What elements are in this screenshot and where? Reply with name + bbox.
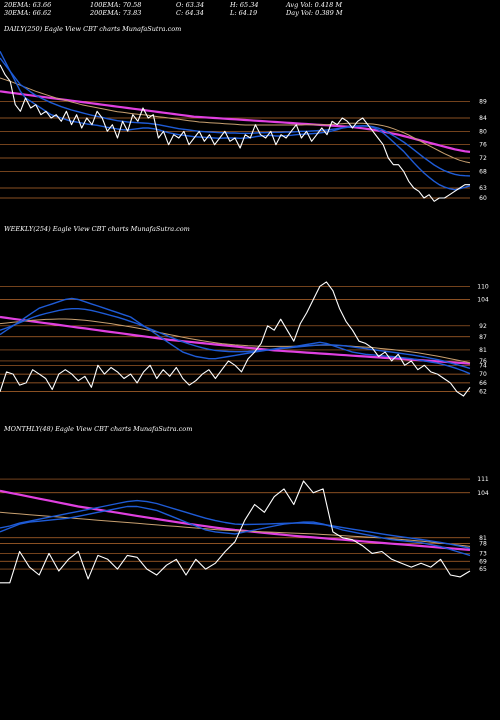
y-tick-label: 66 bbox=[479, 380, 487, 387]
price-line bbox=[0, 64, 470, 202]
monthly-panel-title: MONTHLY(48) Eagle View CBT charts Munafa… bbox=[4, 425, 193, 433]
price-line bbox=[0, 281, 471, 397]
y-tick-label: 110 bbox=[477, 283, 489, 290]
y-tick-label: 92 bbox=[479, 323, 487, 330]
daily-chart: 89 84 80 76 72 68 63 60 bbox=[0, 50, 487, 202]
y-tick-label: 74 bbox=[479, 362, 487, 369]
y-tick-label: 87 bbox=[479, 334, 487, 341]
y-tick-label: 111 bbox=[477, 476, 489, 483]
header-col-3: O: 63.34 C: 64.34 bbox=[176, 1, 204, 17]
y-tick-label: 63 bbox=[479, 185, 487, 192]
ema-mid-line bbox=[0, 511, 471, 547]
ema-long-line bbox=[0, 90, 471, 153]
low-label: L: 64.19 bbox=[230, 9, 258, 17]
y-tick-label: 78 bbox=[479, 541, 487, 548]
weekly-panel-title: WEEKLY(254) Eagle View CBT charts Munafa… bbox=[4, 225, 190, 233]
y-tick-label: 89 bbox=[479, 98, 487, 105]
y-tick-label: 69 bbox=[479, 558, 487, 565]
header-col-1: 20EMA: 63.66 30EMA: 66.62 bbox=[4, 1, 51, 17]
y-tick-label: 60 bbox=[479, 195, 487, 202]
ema-mid-line bbox=[0, 318, 471, 364]
avg-vol-label: Avg Vol: 0.418 M bbox=[286, 1, 343, 9]
ema-short-line bbox=[0, 297, 471, 375]
header-col-5: Avg Vol: 0.418 M Day Vol: 0.389 M bbox=[286, 1, 343, 17]
ema30-label: 30EMA: 66.62 bbox=[4, 9, 52, 17]
ema-short-line bbox=[0, 50, 471, 191]
close-label: C: 64.34 bbox=[176, 9, 204, 17]
ema200-label: 200EMA: 73.83 bbox=[90, 9, 142, 17]
day-vol-label: Day Vol: 0.389 M bbox=[286, 9, 343, 17]
y-tick-label: 76 bbox=[479, 142, 487, 149]
y-tick-label: 81 bbox=[479, 347, 487, 354]
y-tick-label: 65 bbox=[479, 566, 487, 573]
y-tick-label: 72 bbox=[479, 155, 487, 162]
y-tick-label: 80 bbox=[479, 128, 487, 135]
ema-long-line bbox=[0, 315, 471, 365]
ema-short-line bbox=[0, 57, 471, 177]
ema100-label: 100EMA: 70.58 bbox=[90, 1, 142, 9]
open-label: O: 63.34 bbox=[176, 1, 205, 9]
daily-panel-title: DAILY(250) Eagle View CBT charts MunafaS… bbox=[4, 25, 182, 33]
ema-short-line bbox=[0, 499, 471, 549]
high-label: H: 65.34 bbox=[230, 1, 259, 9]
y-tick-label: 104 bbox=[477, 490, 489, 497]
y-tick-label: 76 bbox=[479, 358, 487, 365]
y-tick-label: 73 bbox=[479, 550, 487, 557]
ema-mid-line bbox=[0, 77, 471, 164]
y-tick-label: 68 bbox=[479, 168, 487, 175]
price-line bbox=[0, 480, 471, 584]
ema-short-line bbox=[0, 505, 471, 557]
header-col-2: 100EMA: 70.58 200EMA: 73.83 bbox=[90, 1, 141, 17]
y-tick-label: 62 bbox=[479, 389, 487, 396]
ema-long-line bbox=[0, 489, 471, 551]
ema-short-line bbox=[0, 307, 471, 370]
header-col-4: H: 65.34 L: 64.19 bbox=[230, 1, 259, 17]
y-tick-label: 104 bbox=[477, 296, 489, 303]
y-tick-label: 70 bbox=[479, 371, 487, 378]
y-tick-label: 81 bbox=[479, 535, 487, 542]
ema20-label: 20EMA: 63.66 bbox=[4, 1, 52, 9]
y-tick-label: 84 bbox=[479, 115, 487, 122]
